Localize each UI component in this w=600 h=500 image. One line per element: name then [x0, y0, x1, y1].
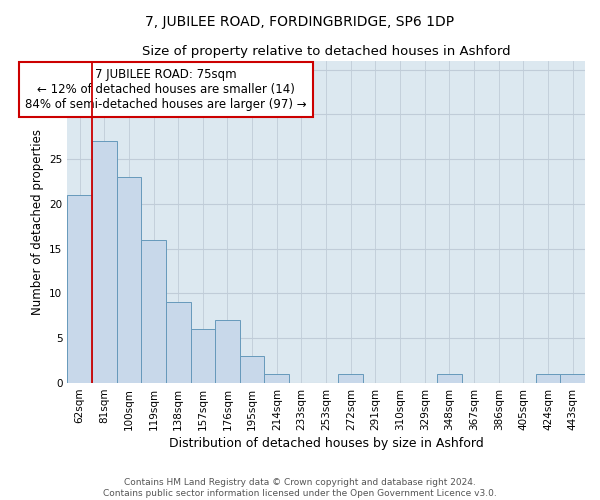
Bar: [92, 141, 116, 383]
X-axis label: Distribution of detached houses by size in Ashford: Distribution of detached houses by size …: [169, 437, 484, 450]
Bar: [437, 374, 462, 383]
Bar: [116, 177, 141, 383]
Bar: [166, 302, 191, 383]
Text: Contains HM Land Registry data © Crown copyright and database right 2024.
Contai: Contains HM Land Registry data © Crown c…: [103, 478, 497, 498]
Bar: [191, 330, 215, 383]
Bar: [338, 374, 363, 383]
Text: 7 JUBILEE ROAD: 75sqm
← 12% of detached houses are smaller (14)
84% of semi-deta: 7 JUBILEE ROAD: 75sqm ← 12% of detached …: [25, 68, 307, 110]
Text: 7, JUBILEE ROAD, FORDINGBRIDGE, SP6 1DP: 7, JUBILEE ROAD, FORDINGBRIDGE, SP6 1DP: [145, 15, 455, 29]
Bar: [141, 240, 166, 383]
Bar: [265, 374, 289, 383]
Bar: [67, 195, 92, 383]
Bar: [560, 374, 585, 383]
Y-axis label: Number of detached properties: Number of detached properties: [31, 129, 44, 315]
Bar: [215, 320, 240, 383]
Bar: [536, 374, 560, 383]
Title: Size of property relative to detached houses in Ashford: Size of property relative to detached ho…: [142, 45, 511, 58]
Bar: [240, 356, 265, 383]
